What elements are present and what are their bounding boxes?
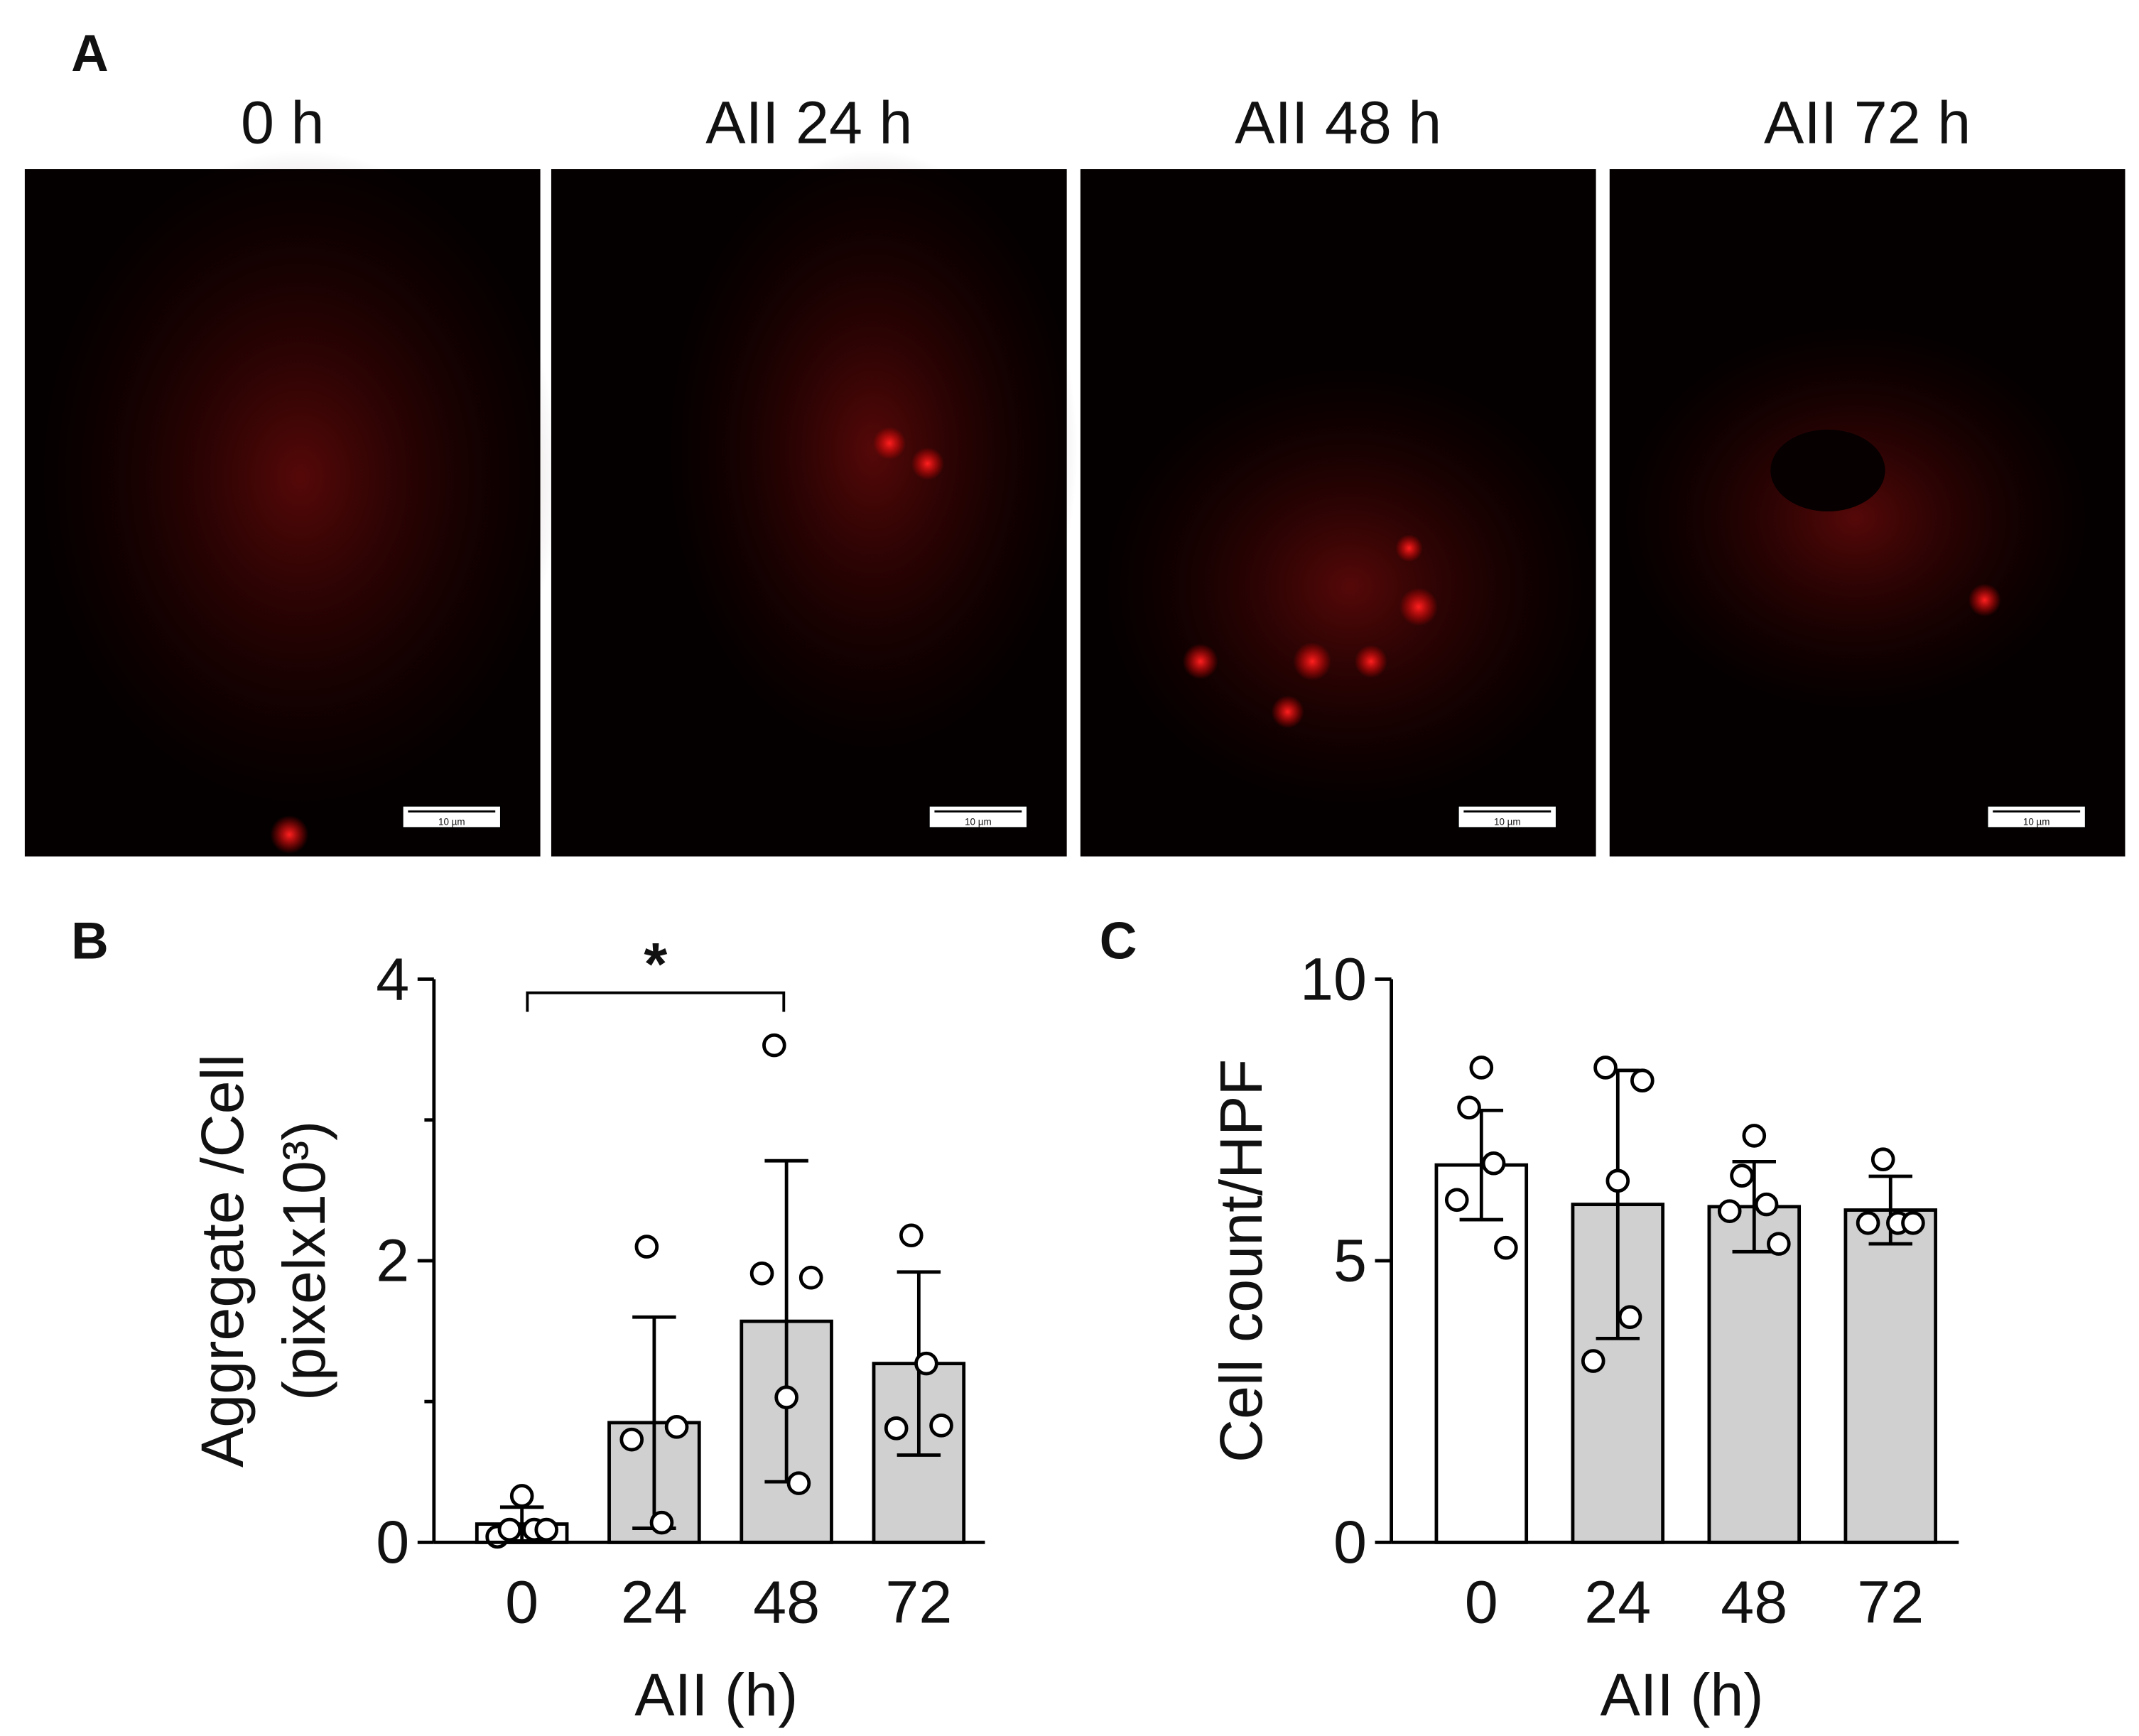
data-point [619, 1427, 644, 1452]
data-point [1494, 1235, 1518, 1260]
x-tick-label: 72 [1857, 1569, 1924, 1636]
image-title: AII 72 h [1764, 89, 1971, 156]
y-tick-label: 10 [1300, 945, 1367, 1012]
bar [1707, 1205, 1802, 1544]
x-tick-label: 24 [1584, 1569, 1651, 1636]
y-tick-label: 5 [1333, 1227, 1367, 1294]
data-point [1767, 1232, 1791, 1256]
scale-bar [1457, 805, 1557, 829]
cell-region [1105, 368, 1596, 805]
data-point [762, 1033, 786, 1058]
x-tick-label: 48 [753, 1569, 820, 1636]
nucleus [1770, 429, 1885, 511]
data-point [884, 1416, 909, 1441]
aggregate [873, 426, 906, 460]
data-point [1469, 1056, 1494, 1080]
y-axis-label: Aggregate /Cell [189, 1054, 256, 1468]
data-point [1901, 1211, 1925, 1235]
data-point [914, 1351, 938, 1376]
scale-bar-label: 10 µm [965, 817, 992, 828]
data-point [1856, 1211, 1880, 1235]
y-tick-label: 4 [376, 945, 409, 1012]
bar [1434, 1163, 1529, 1544]
scale-bar [401, 805, 502, 829]
data-point [1481, 1151, 1506, 1176]
y-axis-label: Cell count/HPF [1208, 1059, 1274, 1463]
data-point [1754, 1192, 1779, 1217]
data-point [1593, 1056, 1618, 1080]
data-point [1717, 1199, 1742, 1223]
scale-bar-label: 10 µm [438, 817, 465, 828]
x-tick-label: 0 [505, 1569, 538, 1636]
y-tick-label: 0 [1333, 1509, 1367, 1575]
data-point [786, 1471, 811, 1495]
data-point [798, 1265, 823, 1290]
aggregate [1293, 642, 1332, 681]
data-point [774, 1385, 798, 1410]
x-tick-label: 0 [1465, 1569, 1498, 1636]
bar [1843, 1208, 1938, 1544]
y-tick-label: 2 [376, 1227, 409, 1294]
cell-region [40, 150, 560, 805]
data-point [749, 1261, 774, 1286]
image-title: AII 48 h [1235, 89, 1441, 156]
aggregate [911, 447, 944, 480]
panel-label: B [71, 913, 109, 970]
aggregate [1271, 695, 1304, 729]
panel-label: A [71, 25, 109, 82]
x-tick-label: 48 [1721, 1569, 1787, 1636]
data-point [1581, 1349, 1605, 1373]
y-tick-label: 0 [376, 1509, 409, 1575]
cell-region [668, 150, 1078, 750]
scale-bar [928, 805, 1028, 829]
scale-bar [1986, 805, 2086, 829]
data-point [1870, 1147, 1895, 1171]
data-point [1742, 1124, 1767, 1148]
scale-bar-label: 10 µm [2023, 817, 2050, 828]
significance-bracket [526, 991, 786, 1012]
aggregate [1968, 583, 2001, 617]
x-tick-label: 72 [885, 1569, 952, 1636]
data-point [497, 1517, 522, 1542]
aggregate [270, 815, 309, 854]
significance-label: * [644, 931, 667, 997]
data-point [1605, 1168, 1630, 1193]
data-point [929, 1414, 953, 1438]
y-axis-label: (pixelx10³) [271, 1121, 337, 1401]
data-point [664, 1415, 689, 1439]
micrographs [24, 150, 2126, 857]
data-point [1618, 1305, 1642, 1330]
x-tick-label: 24 [621, 1569, 688, 1636]
image-title: 0 h [241, 89, 324, 156]
panel-label: C [1100, 913, 1137, 970]
scale-bar-label: 10 µm [1494, 817, 1521, 828]
data-point [1630, 1068, 1655, 1092]
aggregate [1182, 644, 1218, 680]
image-title: AII 24 h [705, 89, 912, 156]
data-point [649, 1510, 674, 1535]
aggregate [1395, 534, 1423, 562]
x-axis-label: AII (h) [1601, 1661, 1764, 1728]
data-point [1730, 1163, 1754, 1188]
data-point [1457, 1095, 1481, 1120]
x-axis-label: AII (h) [634, 1661, 798, 1728]
data-point [1444, 1188, 1469, 1213]
cell-region [1623, 327, 2087, 710]
aggregate [1354, 645, 1387, 678]
data-point [634, 1235, 659, 1259]
aggregate [1399, 587, 1438, 626]
data-point [509, 1484, 534, 1508]
data-point [534, 1517, 559, 1542]
data-point [899, 1223, 924, 1248]
